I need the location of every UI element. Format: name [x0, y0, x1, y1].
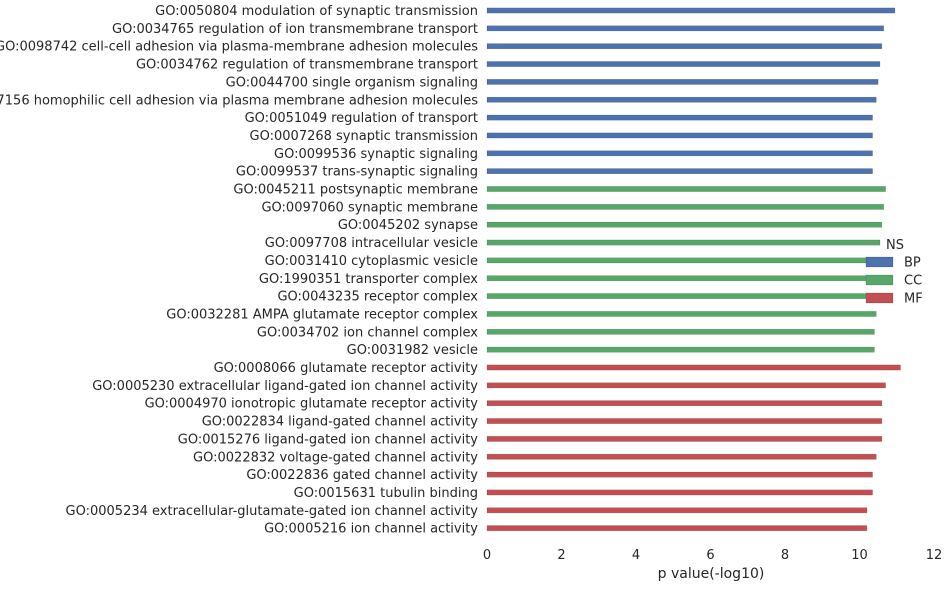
y-tick-label: GO:0045211 postsynaptic membrane	[233, 183, 478, 198]
bar-bp	[486, 25, 884, 32]
bar-cc	[486, 257, 879, 264]
y-tick-label: GO:0099537 trans-synaptic signaling	[236, 165, 478, 180]
y-tick-label: GO:0022834 ligand-gated channel activity	[202, 415, 479, 430]
bar-mf	[486, 489, 873, 496]
y-tick-label: GO:0032281 AMPA glutamate receptor compl…	[166, 307, 478, 322]
y-tick-label: GO:0097708 intracellular vesicle	[265, 236, 478, 251]
bar-mf	[486, 382, 886, 389]
bar-bp	[486, 7, 896, 14]
bar-cc	[486, 275, 879, 282]
legend-label-cc: CC	[904, 274, 922, 289]
y-tick-label: GO:0005216 ion channel activity	[264, 522, 478, 537]
x-axis-label: p value(-log10)	[658, 566, 765, 582]
bar-cc	[486, 328, 875, 335]
y-tick-label: GO:0098742 cell-cell adhesion via plasma…	[0, 40, 478, 55]
bar-mf	[486, 400, 883, 407]
y-tick-label: GO:0051049 regulation of transport	[245, 111, 478, 126]
bar-bp	[486, 114, 873, 121]
bar-mf	[486, 364, 901, 371]
bar-mf	[486, 507, 868, 514]
bar-bp	[486, 96, 877, 103]
y-tick-label: GO:0022836 gated channel activity	[246, 468, 478, 483]
legend-swatch-cc	[865, 274, 894, 286]
bar-cc	[486, 204, 884, 210]
bar-cc	[486, 346, 875, 353]
y-tick-label: GO:0004970 ionotropic glutamate receptor…	[145, 397, 479, 412]
y-tick-label: GO:1990351 transporter complex	[259, 272, 478, 287]
bar-cc	[486, 311, 877, 317]
y-tick-label: GO:0015631 tubulin binding	[294, 486, 478, 501]
x-tick-label: 10	[851, 548, 868, 563]
x-tick-label: 4	[632, 548, 640, 563]
legend-label-bp: BP	[904, 256, 921, 271]
y-tick-label: GO:0034762 regulation of transmembrane t…	[136, 58, 478, 73]
y-tick-label: GO:0043235 receptor complex	[277, 290, 478, 305]
bar-bp	[486, 43, 883, 50]
bar-bp	[486, 168, 873, 175]
bar-bp	[486, 150, 873, 157]
bar-mf	[486, 453, 877, 460]
bar-mf	[486, 436, 883, 442]
y-tick-label: GO:0045202 synapse	[338, 218, 478, 233]
bar-mf	[486, 525, 868, 531]
legend-label-mf: MF	[904, 292, 923, 307]
legend: NS BP CC MF	[865, 238, 923, 307]
bar-cc	[486, 239, 881, 246]
bars-layer	[486, 7, 901, 531]
legend-swatch-bp	[865, 256, 894, 268]
bar-cc	[486, 293, 877, 299]
bar-cc	[486, 221, 883, 228]
y-tick-label: GO:0050804 modulation of synaptic transm…	[155, 4, 478, 19]
y-tick-label: GO:0034702 ion channel complex	[257, 325, 478, 340]
y-tick-label: GO:0034765 regulation of ion transmembra…	[112, 22, 478, 37]
y-tick-label: GO:0005230 extracellular ligand-gated io…	[92, 379, 478, 394]
y-tick-label: GO:0015276 ligand-gated ion channel acti…	[178, 432, 479, 447]
x-tick-label: 2	[557, 548, 565, 563]
y-tick-label: GO:0031410 cytoplasmic vesicle	[265, 254, 478, 269]
bar-mf	[486, 471, 873, 478]
x-tick-labels: 0 2 4 6 8 10 12	[483, 548, 942, 563]
y-tick-label: GO:0005234 extracellular-glutamate-gated…	[66, 504, 479, 519]
y-tick-label: GO:0097060 synaptic membrane	[261, 200, 478, 215]
x-tick-label: 8	[781, 548, 789, 563]
y-tick-label: GO:0007268 synaptic transmission	[250, 129, 478, 144]
bar-bp	[486, 79, 879, 85]
y-tick-labels: GO:0050804 modulation of synaptic transm…	[0, 4, 478, 537]
y-tick-label: GO:0022832 voltage-gated channel activit…	[193, 450, 478, 465]
y-tick-label: GO:0007156 homophilic cell adhesion via …	[0, 93, 478, 108]
legend-swatch-mf	[865, 292, 894, 304]
legend-title: NS	[886, 238, 904, 253]
y-tick-label: GO:0099536 synaptic signaling	[274, 147, 478, 162]
x-tick-label: 12	[926, 548, 943, 563]
bar-cc	[486, 186, 886, 192]
bar-bp	[486, 61, 881, 67]
x-tick-label: 6	[706, 548, 714, 563]
bar-bp	[486, 132, 873, 139]
y-tick-label: GO:0044700 single organism signaling	[226, 75, 478, 90]
x-tick-label: 0	[483, 548, 491, 563]
y-tick-label: GO:0008066 glutamate receptor activity	[214, 361, 479, 376]
bar-mf	[486, 418, 883, 424]
y-tick-label: GO:0031982 vesicle	[347, 343, 478, 358]
